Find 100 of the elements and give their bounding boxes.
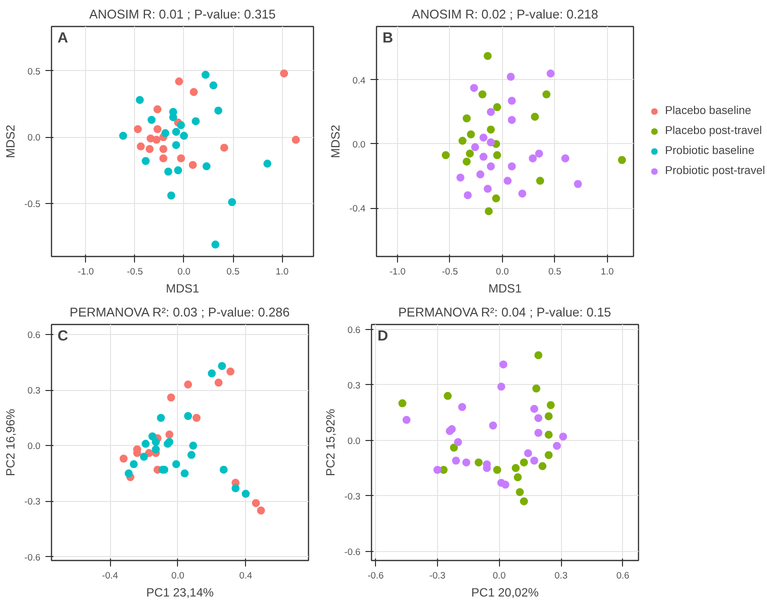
point (189, 442, 198, 450)
point (486, 126, 495, 134)
point (484, 52, 492, 60)
y-tick-label: 0.0 (28, 132, 40, 143)
point (146, 145, 154, 154)
point (466, 130, 475, 138)
point (561, 154, 570, 162)
point (486, 162, 495, 170)
point (512, 464, 520, 472)
point (184, 412, 192, 420)
point (484, 207, 493, 216)
point (530, 404, 538, 413)
point (508, 116, 516, 124)
point (214, 378, 223, 387)
y-tick-label: 0.0 (348, 436, 360, 446)
y-axis-title: MDS2 (3, 124, 18, 158)
y-tick-label: -0.3 (344, 491, 361, 502)
x-tick-label: 0.6 (616, 570, 630, 580)
point (442, 151, 450, 160)
y-tick-label: 0.3 (348, 380, 360, 390)
point (214, 106, 222, 115)
point (192, 414, 201, 422)
point (464, 191, 472, 200)
point (402, 416, 411, 424)
point (165, 430, 174, 439)
point (508, 162, 516, 170)
point (559, 432, 568, 441)
point (252, 499, 260, 508)
y-axis-title: PC2 15,92% (323, 408, 338, 476)
point (574, 180, 582, 188)
point (140, 452, 148, 461)
x-axis-title: PC1 23,14% (146, 586, 214, 600)
point (208, 369, 216, 378)
point (486, 108, 495, 116)
point (456, 174, 464, 182)
point (153, 105, 162, 114)
y-tick-label: 0.0 (28, 441, 40, 452)
point (452, 456, 460, 465)
x-tick-label: 0.5 (548, 266, 562, 276)
point (164, 168, 172, 176)
point (292, 136, 300, 144)
point (514, 473, 522, 482)
point (136, 142, 145, 150)
point (156, 414, 165, 422)
point (520, 497, 528, 506)
x-tick-label: -0.6 (368, 570, 384, 580)
chart-title: PERMANOVA R²: 0.03 ; P-value: 0.286 (70, 306, 290, 320)
point (524, 449, 532, 458)
point (506, 72, 515, 81)
legend-label: Probiotic baseline (664, 145, 754, 157)
point (280, 69, 288, 78)
point (398, 399, 406, 408)
y-tick-label: 0.6 (28, 330, 40, 340)
point (159, 154, 168, 162)
point (493, 466, 502, 474)
point (190, 88, 198, 96)
point (478, 90, 486, 98)
point (174, 166, 182, 174)
y-tick-label: 0.5 (28, 66, 40, 76)
point (462, 158, 471, 166)
point (501, 480, 510, 489)
x-tick-label: 0.0 (171, 570, 184, 580)
point (450, 444, 458, 452)
point (466, 150, 474, 158)
x-axis-title: MDS1 (488, 282, 522, 296)
point (486, 138, 495, 146)
y-axis-title: PC2 16,96% (3, 408, 18, 476)
x-tick-label: -0.4 (102, 570, 118, 580)
point (209, 81, 218, 90)
point (220, 466, 228, 474)
point (184, 380, 192, 389)
point (120, 454, 128, 463)
point (528, 154, 537, 162)
point (142, 440, 150, 448)
point (504, 176, 512, 185)
point (538, 462, 546, 470)
point (187, 450, 196, 459)
point (534, 428, 542, 437)
point (167, 393, 176, 402)
point (530, 456, 538, 465)
y-tick-label: 0.6 (348, 324, 360, 335)
point (518, 190, 526, 198)
x-tick-label: 0.4 (239, 570, 252, 580)
point (242, 490, 250, 498)
point (499, 360, 508, 368)
point (458, 136, 467, 145)
point (119, 132, 128, 140)
annotation: D (378, 328, 388, 344)
point (532, 384, 540, 392)
point (180, 132, 188, 140)
point (257, 506, 265, 514)
point (535, 150, 544, 158)
point (134, 125, 142, 134)
x-tick-label: -0.5 (126, 266, 143, 276)
point (159, 145, 168, 154)
point (492, 194, 500, 202)
y-tick-label: 0.0 (352, 139, 366, 150)
point (462, 458, 470, 466)
annotation: B (382, 30, 394, 46)
chart-title: PERMANOVA R²: 0.04 ; P-value: 0.15 (398, 306, 612, 320)
